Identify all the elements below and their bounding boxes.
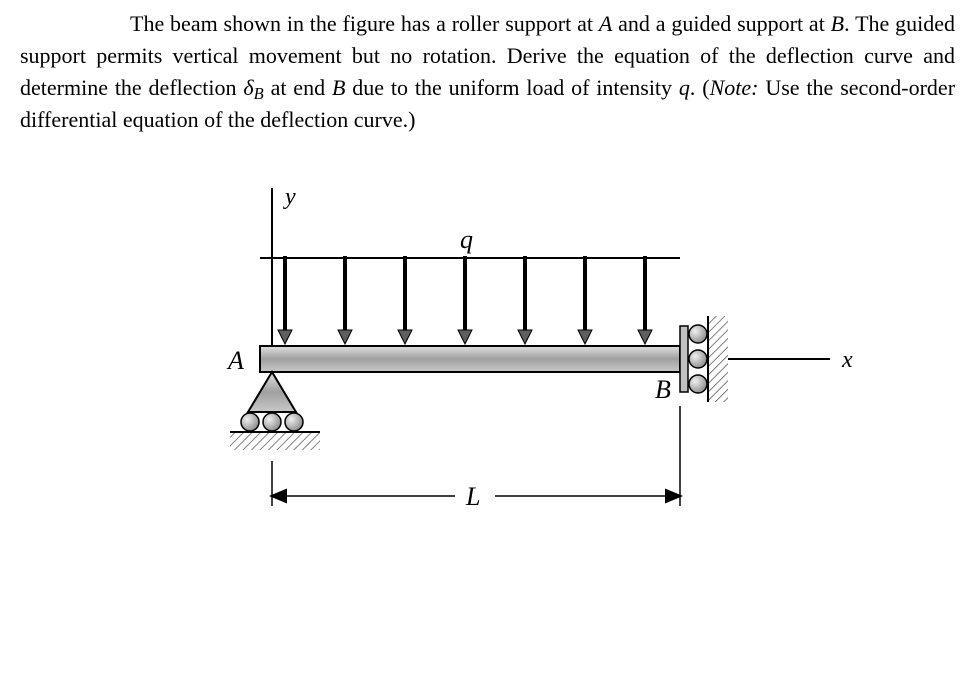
text-line5a: due to the uniform load of intensity <box>345 75 679 100</box>
text-B: B <box>831 11 844 36</box>
text-delta: δ <box>243 75 253 100</box>
beam <box>260 346 680 372</box>
load-arrows <box>278 256 652 344</box>
text-line5c: Use the <box>758 75 833 100</box>
problem-statement: The beam shown in the figure has a rolle… <box>20 8 955 136</box>
label-L: L <box>465 482 480 511</box>
roller-support-A <box>230 372 320 450</box>
text-line3: vertical movement but no rotation. Deriv… <box>173 43 719 68</box>
label-B: B <box>655 375 671 404</box>
guided-support-B <box>680 316 728 402</box>
label-A: A <box>226 346 244 375</box>
text-note: Note: <box>710 75 759 100</box>
y-axis-label: y <box>283 184 296 210</box>
diagram-svg: y x q A B <box>170 166 870 546</box>
q-label: q <box>460 225 473 254</box>
text-line2a: at <box>577 11 599 36</box>
text-q: q <box>679 75 690 100</box>
text-line2b: and a guided support at <box>612 11 830 36</box>
beam-diagram: y x q A B <box>170 166 870 546</box>
text-delta-sub: B <box>254 84 264 103</box>
text-A: A <box>599 11 612 36</box>
text-line4b: at end <box>264 75 325 100</box>
text-line5b: . ( <box>690 75 710 100</box>
text-B2: B <box>332 75 345 100</box>
dimension-L: L <box>272 406 680 511</box>
text-line1: The beam shown in the figure has a rolle… <box>130 11 571 36</box>
x-axis-label: x <box>841 347 853 373</box>
